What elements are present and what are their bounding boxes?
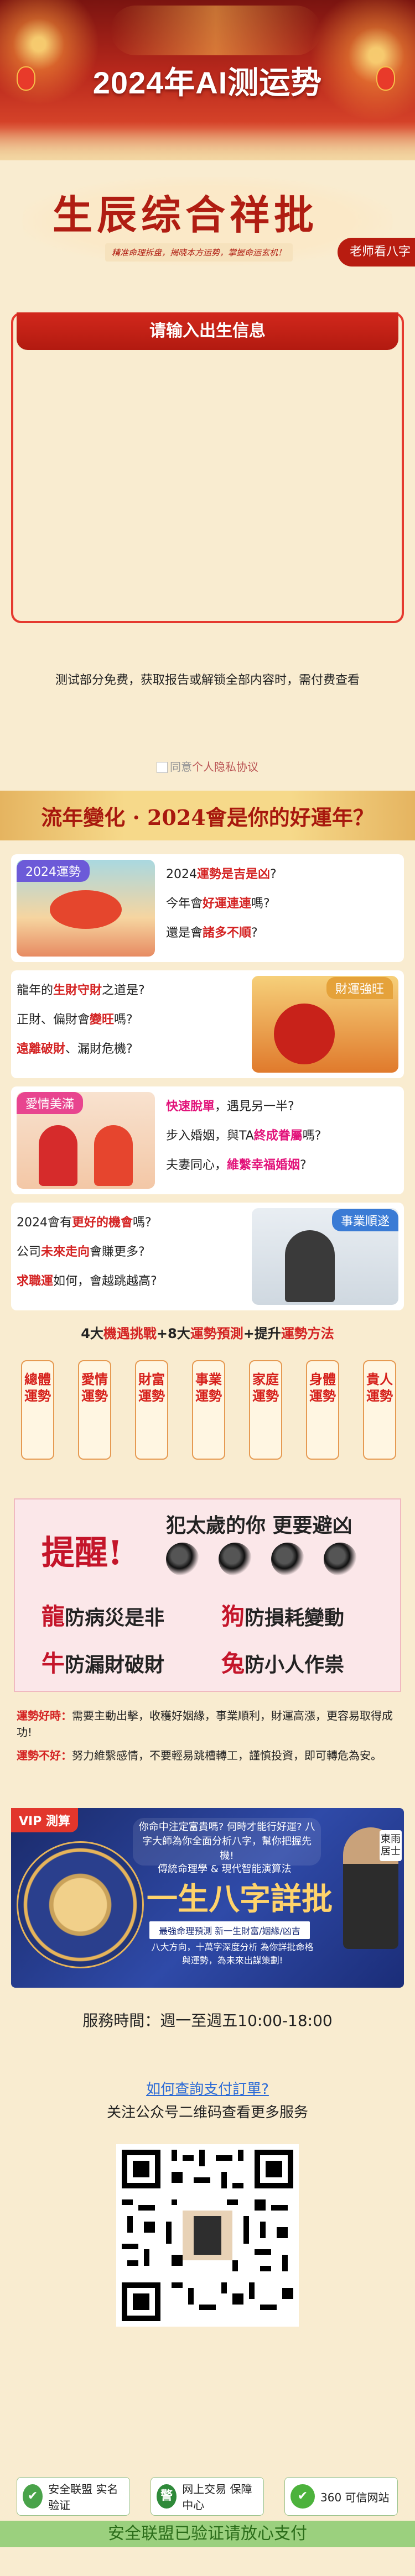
reminder-subtitle: 犯太歲的你 更要避凶	[166, 1514, 352, 1537]
lantern-icon	[376, 66, 395, 91]
agreement-checkbox[interactable]	[157, 762, 168, 773]
vip-badge: VIP 測算	[11, 1808, 78, 1832]
bagua-wheel-image	[17, 1841, 144, 1968]
fortune-line: 2024運勢是吉是凶?	[166, 868, 277, 881]
taboo-item: 牛防漏財破財	[42, 1650, 165, 1677]
wealth-tag: 財運強旺	[326, 977, 393, 999]
scroll-career-fortune: 事業運勢	[192, 1360, 225, 1460]
agreement-row[interactable]: 同意个人隐私协议	[0, 758, 415, 774]
scroll-benefactor-fortune: 貴人運勢	[363, 1360, 396, 1460]
banner-title: 生辰综合祥批	[53, 191, 319, 238]
scroll-love-fortune: 愛情運勢	[78, 1360, 111, 1460]
trust-badge: ✔ 360 可信网站	[284, 2477, 398, 2516]
love-line: 夫妻同心，維繫幸福婚姻?	[166, 1158, 307, 1172]
zodiac-ox-icon	[271, 1543, 304, 1576]
section-banner	[0, 791, 415, 840]
privacy-link[interactable]: 个人隐私协议	[192, 760, 258, 774]
vip-footnote: 八大方向，十萬字深度分析 為你詳批命格與運勢，為未來出謀策劃!	[151, 1942, 314, 1966]
check-icon: ✔	[23, 2484, 43, 2509]
vip-title: 一生八字詳批	[147, 1881, 333, 1917]
fortune-tag: 2024運勢	[17, 860, 90, 882]
wealth-line: 龍年的生財守財之道是?	[17, 984, 145, 997]
birth-info-form[interactable]	[11, 312, 404, 623]
fortune-line: 還是會諸多不順?	[166, 926, 258, 940]
wealth-line: 正財、偏財會變旺嗎?	[17, 1013, 133, 1027]
follow-text: 关注公众号二维码查看更多服务	[106, 2104, 308, 2121]
hero-banner	[0, 0, 415, 160]
qr-code	[116, 2144, 299, 2327]
career-line: 公司未來走向會賺更多?	[17, 1245, 145, 1259]
trust-badge: ✔ 安全联盟 实名验证	[17, 2477, 130, 2516]
career-line: 求職運如何，會越跳越高?	[17, 1274, 157, 1288]
career-line: 2024會有更好的機會嗎?	[17, 1216, 152, 1230]
page-title: 2024年AI测运势	[92, 65, 323, 100]
taboo-item: 狗防損耗變動	[221, 1603, 345, 1630]
taboo-item: 龍防病災是非	[42, 1603, 165, 1630]
reminder-title: 提醒!	[42, 1534, 123, 1572]
methods-title: 4大機遇挑戰+8大運勢預測+提升運勢方法	[81, 1326, 334, 1341]
master-name: 東雨居士	[380, 1830, 402, 1861]
zodiac-dog-icon	[219, 1543, 252, 1576]
order-query-link[interactable]: 如何查詢支付訂單?	[146, 2081, 269, 2098]
zodiac-dragon-icon	[166, 1543, 199, 1576]
master-tag-button[interactable]: 老师看八字	[338, 238, 415, 267]
form-header: 请输入出生信息	[17, 312, 398, 350]
free-notice: 测试部分免费，获取报告或解锁全部内容时，需付费查看	[55, 673, 360, 687]
dragon-decoration	[111, 6, 321, 55]
scroll-family-fortune: 家庭運勢	[249, 1360, 282, 1460]
lantern-icon	[17, 66, 35, 91]
scroll-overall-fortune: 總體運勢	[21, 1360, 54, 1460]
love-line: 步入婚姻，與TA終成眷屬嗎?	[166, 1129, 321, 1143]
fortune-line: 今年會好運連連嗎?	[166, 897, 270, 911]
reminder-panel	[14, 1498, 401, 1692]
love-line: 快速脫單，遇見另一半?	[166, 1100, 294, 1114]
section-title: 流年變化 · 2024會是你的好運年？	[41, 805, 374, 830]
wealth-line: 遠離破財、漏財危機?	[17, 1042, 133, 1056]
banner-subtitle: 精准命理拆盘，揭晓本方运势，掌握命运玄机！	[105, 243, 293, 262]
scroll-wealth-fortune: 財富運勢	[135, 1360, 168, 1460]
check-icon: ✔	[290, 2484, 315, 2509]
vip-question: 你命中注定富貴嗎? 何時才能行好運? 八字大師為你全面分析八字，幫你把握先機!	[133, 1818, 321, 1866]
agreement-prefix: 同意	[170, 760, 192, 774]
love-tag: 愛情美滿	[17, 1092, 84, 1114]
career-tag: 事業順遂	[332, 1209, 399, 1231]
vip-strip: 最強命理預測 新一生財富/姻緣/凶吉	[149, 1921, 310, 1939]
trust-bar: 安全联盟已验证请放心支付	[0, 2521, 415, 2547]
bad-luck-text: 運勢不好：努力維繫感情，不要輕易跳槽轉工，謹慎投資，即可轉危為安。	[17, 1749, 382, 1762]
scroll-health-fortune: 身體運勢	[306, 1360, 339, 1460]
cloud-decoration	[0, 122, 415, 160]
taboo-item: 兔防小人作祟	[221, 1650, 345, 1677]
good-luck-text: 運勢好時：需要主動出擊，收穫好姻緣，事業順利，財運高漲，更容易取得成功!	[17, 1709, 393, 1739]
zodiac-rabbit-icon	[324, 1543, 357, 1576]
trust-badge: 警网上交易 保障中心	[151, 2477, 264, 2516]
vip-subtitle: 傳統命理學 & 現代智能演算法	[158, 1863, 292, 1875]
service-hours: 服務時間：週一至週五10:00-18:00	[82, 2011, 333, 2030]
police-icon: 警	[157, 2484, 177, 2509]
